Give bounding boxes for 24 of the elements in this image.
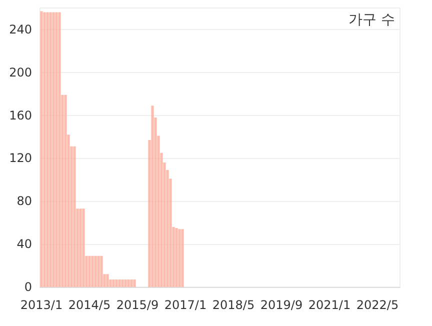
x-tick-label: 2017/1 [164, 298, 207, 312]
x-tick-label: 2022/5 [356, 298, 399, 312]
bar [58, 12, 61, 287]
x-tick-label: 2015/9 [116, 298, 159, 312]
chart-title: 가구 수 [348, 12, 396, 28]
x-tick-label: 2018/5 [212, 298, 255, 312]
x-tick-label: 2014/5 [68, 298, 111, 312]
bar [40, 11, 43, 287]
bar [82, 208, 85, 287]
y-tick-label: 120 [9, 151, 32, 166]
y-tick-label: 80 [16, 194, 32, 208]
bar [73, 146, 76, 287]
bar [133, 279, 136, 287]
x-tick-label: 2021/1 [308, 298, 351, 312]
y-tick-label: 0 [24, 280, 32, 294]
bar [100, 256, 103, 287]
bar [106, 274, 109, 287]
x-tick-label: 2013/1 [20, 298, 63, 312]
y-tick-label: 200 [9, 65, 32, 80]
y-tick-label: 40 [16, 237, 32, 252]
y-tick-label: 240 [9, 22, 32, 36]
y-tick-label: 160 [9, 108, 32, 122]
x-tick-label: 2019/9 [260, 298, 303, 312]
bar [181, 229, 184, 287]
